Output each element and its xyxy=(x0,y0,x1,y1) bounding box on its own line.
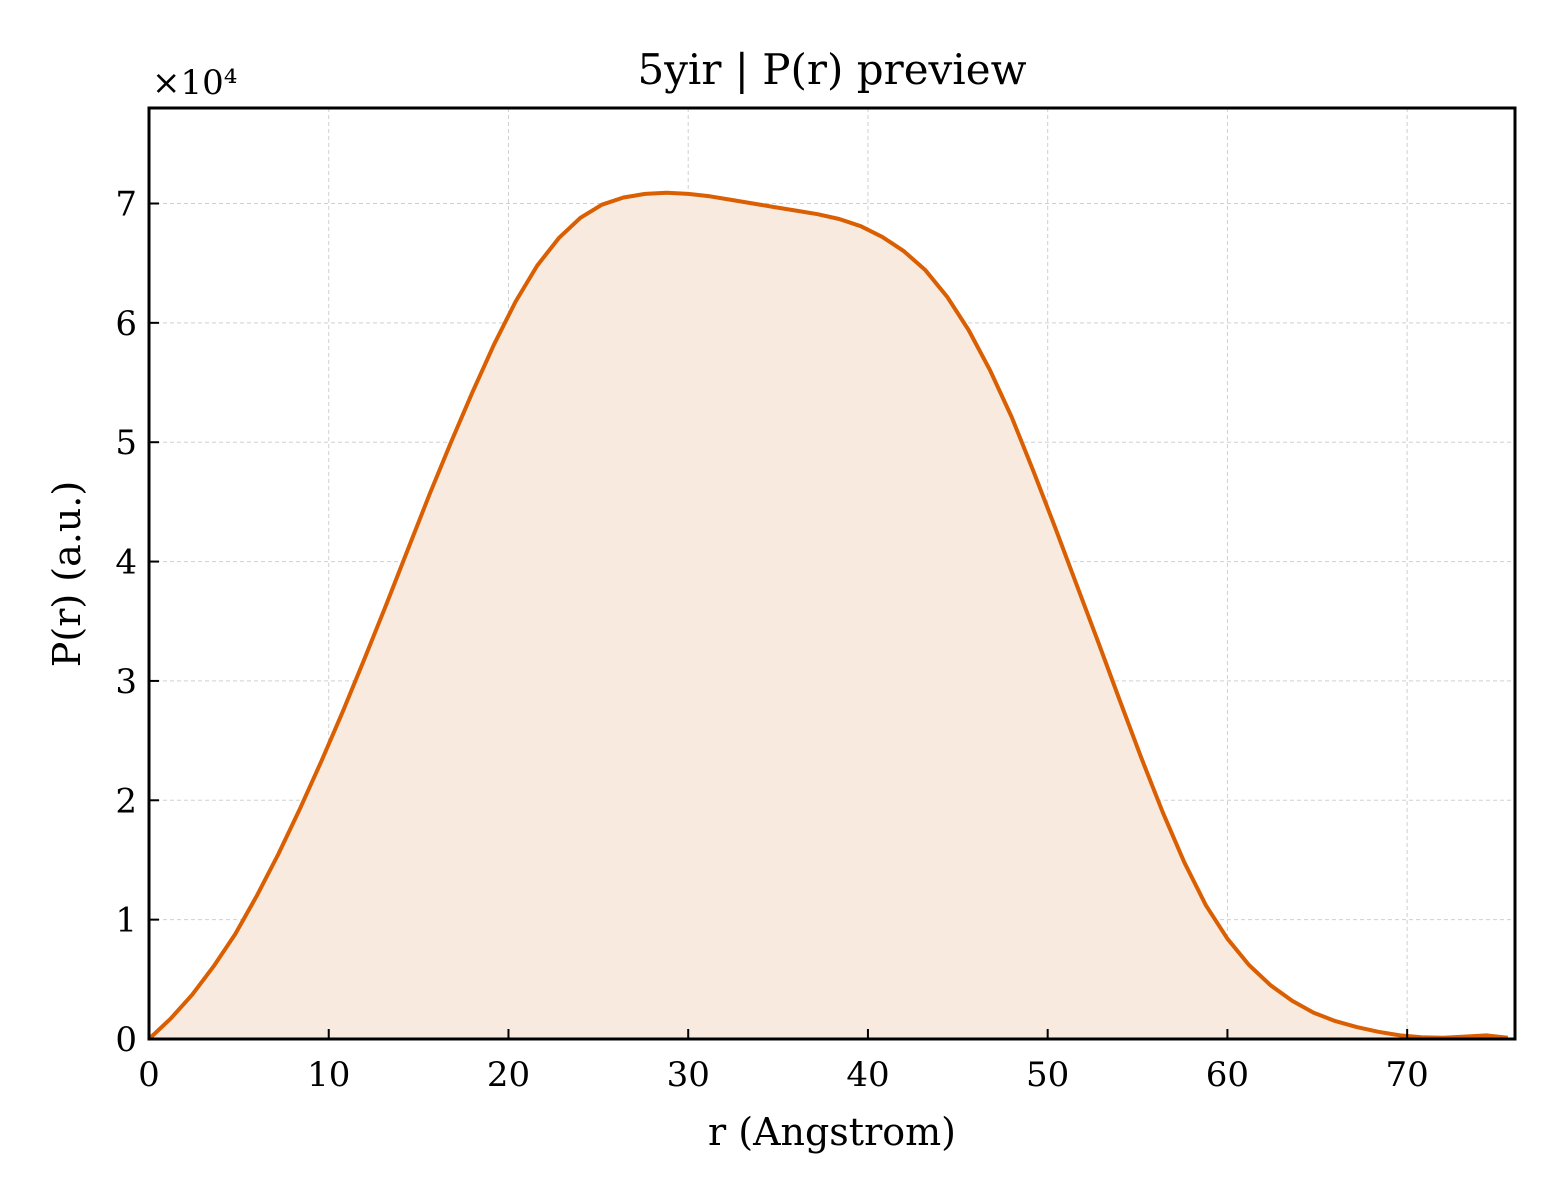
y-tick-label: 5 xyxy=(115,423,137,463)
x-tick-label: 40 xyxy=(846,1055,889,1095)
x-tick-label: 20 xyxy=(487,1055,530,1095)
y-tick-label: 1 xyxy=(115,901,137,941)
y-axis-multiplier: ×10⁴ xyxy=(152,63,237,103)
x-tick-label: 10 xyxy=(307,1055,350,1095)
x-tick-label: 0 xyxy=(138,1055,160,1095)
y-tick-label: 7 xyxy=(115,184,137,224)
pr-series-line xyxy=(147,190,1509,1041)
y-axis-title: P(r) (a.u.) xyxy=(45,481,89,667)
x-axis-title: r (Angstrom) xyxy=(708,1110,956,1154)
chart-title: 5yir | P(r) preview xyxy=(637,45,1026,94)
x-tick-label: 30 xyxy=(667,1055,710,1095)
x-tick-label: 60 xyxy=(1206,1055,1249,1095)
x-tick-label: 70 xyxy=(1386,1055,1429,1095)
pr-area-fill xyxy=(149,192,1508,1039)
y-tick-label: 4 xyxy=(115,543,137,583)
y-tick-label: 6 xyxy=(115,304,137,344)
y-tick-label: 0 xyxy=(115,1020,137,1060)
y-tick-label: 3 xyxy=(115,662,137,702)
y-axis-ticks: 0 1 2 3 4 5 6 7 xyxy=(115,184,159,1060)
x-axis-ticks: 0 10 20 30 40 50 60 70 xyxy=(138,1029,1429,1095)
plot-frame xyxy=(147,106,1517,1041)
x-tick-label: 50 xyxy=(1026,1055,1069,1095)
y-tick-label: 2 xyxy=(115,781,137,821)
